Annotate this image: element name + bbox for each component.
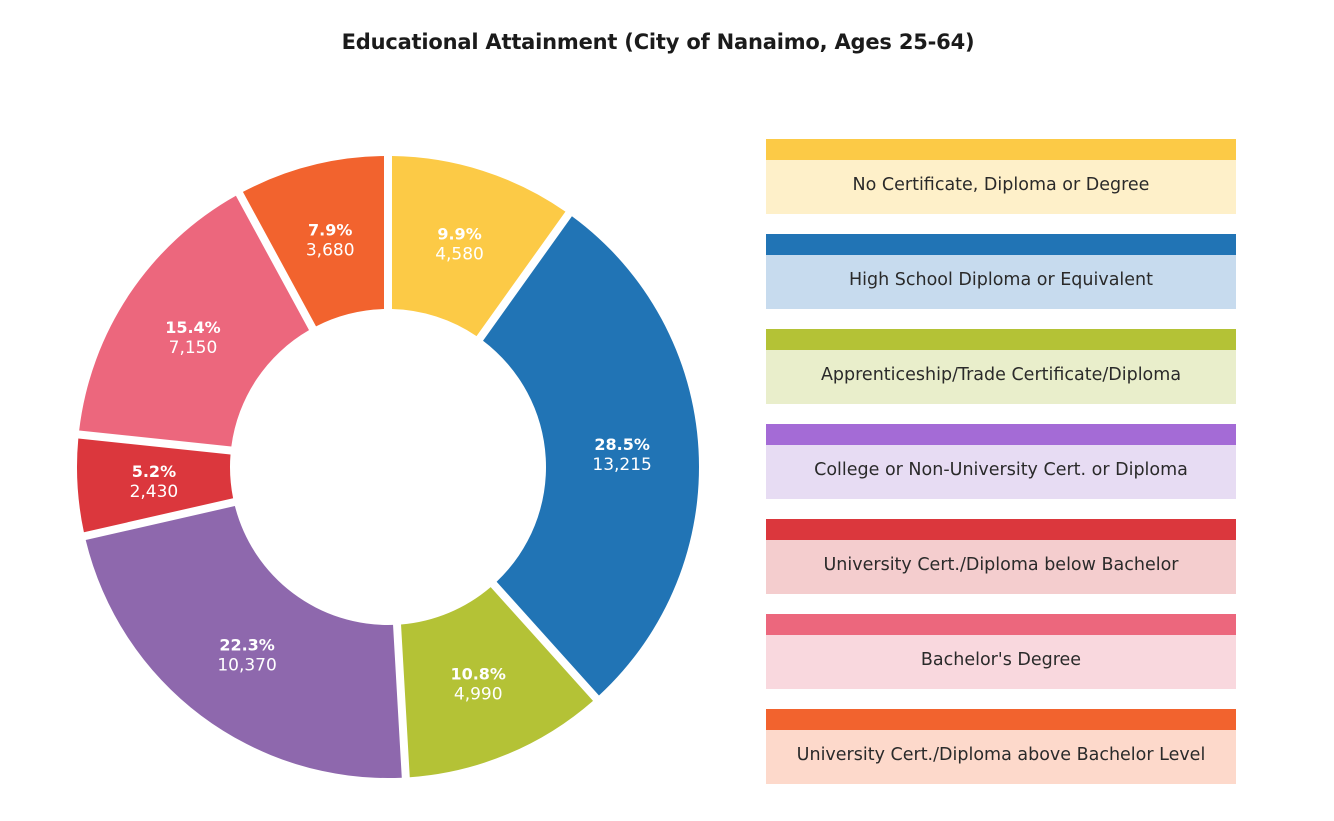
legend-color-bar — [766, 614, 1236, 635]
slice-label: 10.8%4,990 — [450, 664, 506, 704]
slice-value-label: 2,430 — [130, 482, 179, 502]
slice-percent-label: 9.9% — [437, 225, 481, 244]
slice-label: 5.2%2,430 — [130, 462, 179, 502]
legend-color-bar — [766, 424, 1236, 445]
legend-label: Apprenticeship/Trade Certificate/Diploma — [766, 350, 1236, 404]
slice-percent-label: 28.5% — [594, 435, 650, 454]
legend-color-bar — [766, 139, 1236, 160]
slice-label: 22.3%10,370 — [217, 635, 276, 675]
legend-label: Bachelor's Degree — [766, 635, 1236, 689]
legend-label: University Cert./Diploma above Bachelor … — [766, 730, 1236, 784]
slice-percent-label: 5.2% — [132, 462, 176, 481]
slice-percent-label: 15.4% — [165, 318, 221, 337]
slice-percent-label: 22.3% — [219, 635, 275, 654]
slice-value-label: 4,990 — [454, 684, 503, 704]
legend-item: University Cert./Diploma below Bachelor — [766, 519, 1236, 594]
donut-slice — [391, 156, 566, 337]
donut-slice — [76, 438, 234, 533]
chart-title: Educational Attainment (City of Nanaimo,… — [341, 30, 975, 54]
legend-label: College or Non-University Cert. or Diplo… — [766, 445, 1236, 499]
legend-item: No Certificate, Diploma or Degree — [766, 139, 1236, 214]
slice-label: 28.5%13,215 — [592, 435, 651, 475]
legend-color-bar — [766, 329, 1236, 350]
slice-value-label: 3,680 — [306, 241, 355, 261]
legend-color-bar — [766, 519, 1236, 540]
donut-slice — [85, 506, 402, 778]
slice-percent-label: 10.8% — [450, 664, 506, 683]
legend-item: Apprenticeship/Trade Certificate/Diploma — [766, 329, 1236, 404]
legend-color-bar — [766, 709, 1236, 730]
slice-value-label: 7,150 — [169, 338, 218, 358]
legend-item: High School Diploma or Equivalent — [766, 234, 1236, 309]
legend-label: University Cert./Diploma below Bachelor — [766, 540, 1236, 594]
donut-slice — [79, 195, 310, 447]
slice-label: 7.9%3,680 — [306, 221, 355, 261]
slice-percent-label: 7.9% — [308, 221, 352, 240]
legend-item: College or Non-University Cert. or Diplo… — [766, 424, 1236, 499]
slice-label: 15.4%7,150 — [165, 318, 221, 358]
donut-slice — [242, 156, 385, 327]
slice-value-label: 10,370 — [217, 655, 276, 675]
slice-label: 9.9%4,580 — [435, 225, 484, 265]
donut-slice — [401, 587, 594, 778]
legend-label: No Certificate, Diploma or Degree — [766, 160, 1236, 214]
donut-chart: 9.9%4,580 28.5%13,215 10.8%4,990 22.3%10,37… — [76, 156, 699, 778]
chart-legend: No Certificate, Diploma or Degree High Sc… — [766, 139, 1236, 804]
legend-color-bar — [766, 234, 1236, 255]
legend-label: High School Diploma or Equivalent — [766, 255, 1236, 309]
slice-value-label: 13,215 — [592, 455, 651, 475]
donut-slice — [483, 216, 699, 696]
slice-value-label: 4,580 — [435, 245, 484, 265]
legend-item: University Cert./Diploma above Bachelor … — [766, 709, 1236, 784]
legend-item: Bachelor's Degree — [766, 614, 1236, 689]
